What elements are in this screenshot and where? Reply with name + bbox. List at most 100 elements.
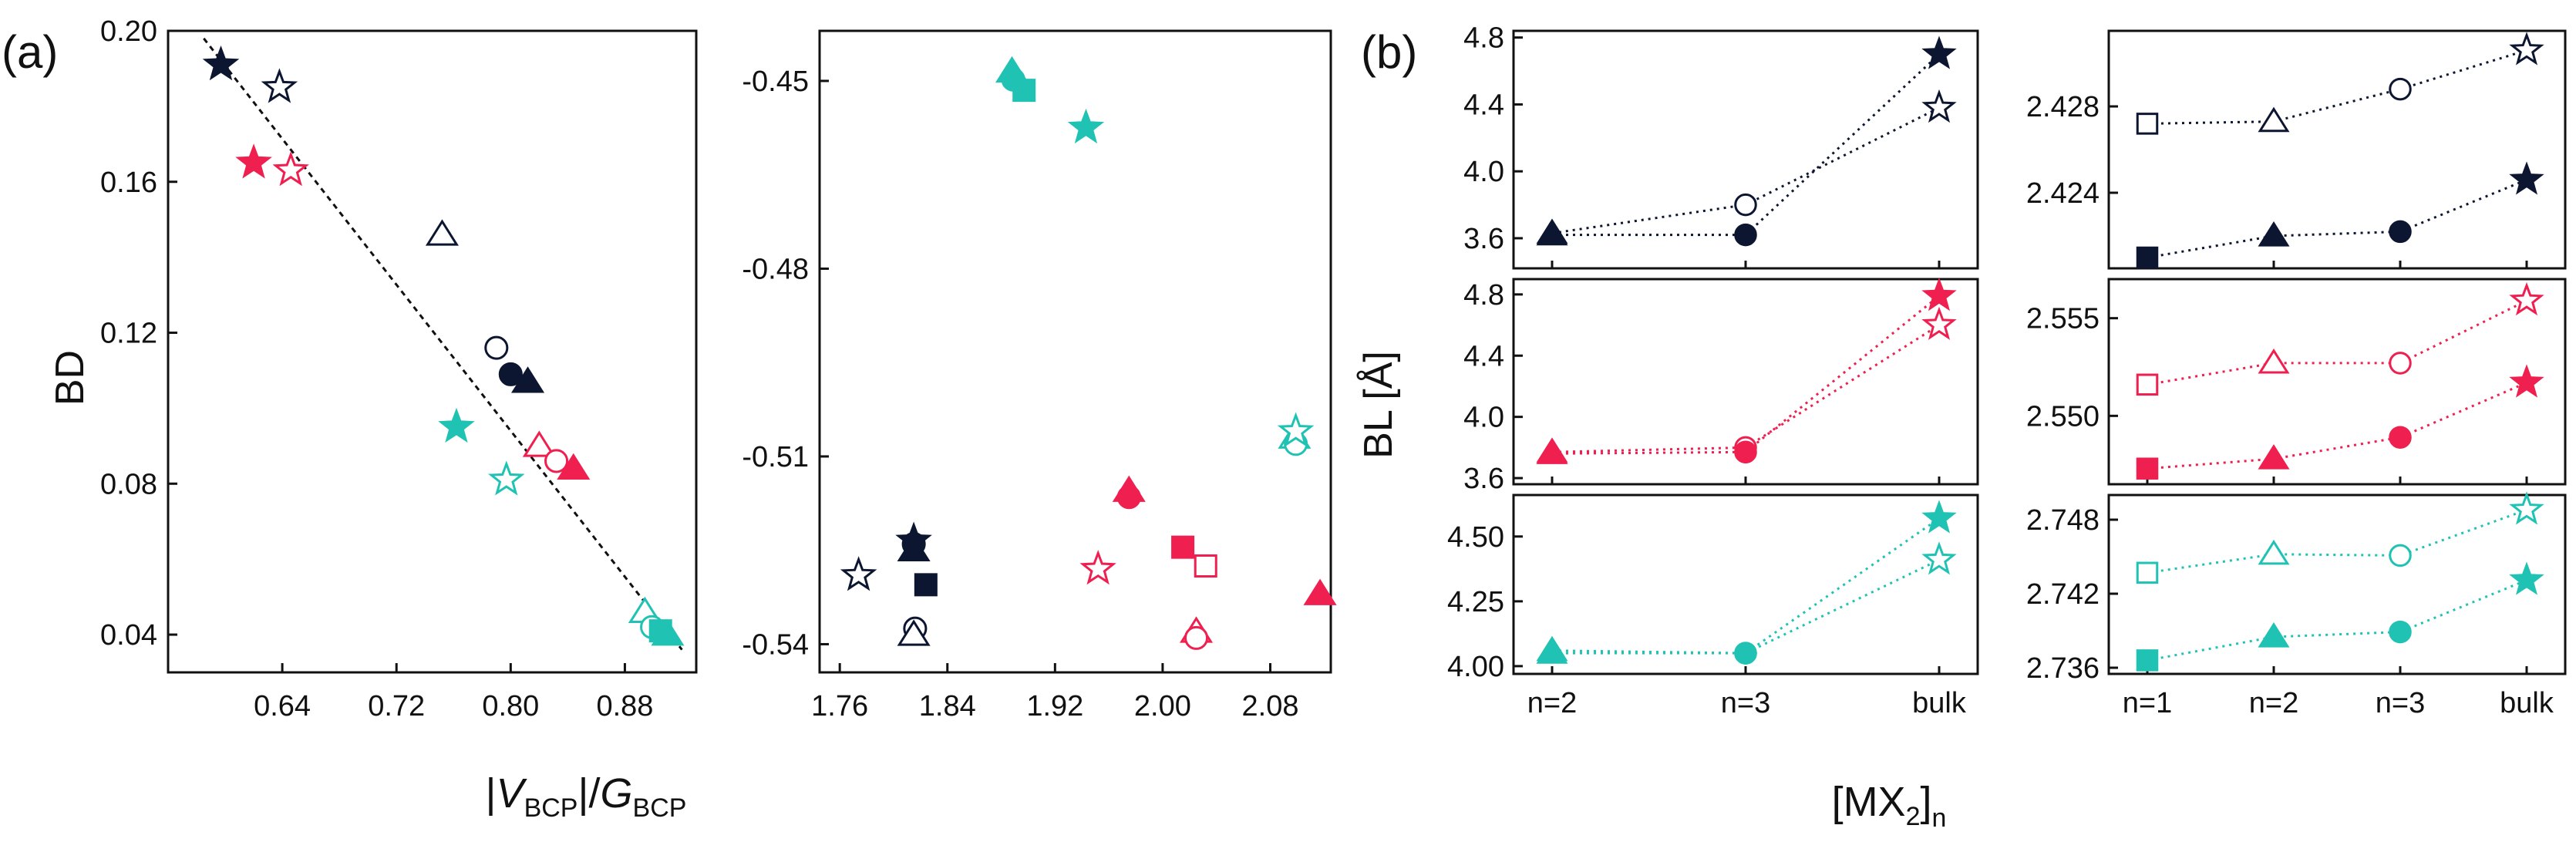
x-category-label: n=2: [1527, 687, 1577, 719]
y-tick-label: 4.25: [1447, 586, 1504, 618]
panel-a-right-plot: 1.76 1.84 1.92 2.00 2.08 -0.45 -0.48 -0.51 -0.54: [742, 29, 1337, 722]
panel-b-xlabel: [MX2]n: [1832, 779, 1947, 833]
data-point-black-star: [261, 68, 298, 103]
panel-a-label: (a): [2, 26, 58, 78]
data-point-red-star: [1079, 550, 1116, 585]
data-point-black-star: [840, 556, 877, 591]
xlabel-bar-open: |: [486, 770, 497, 817]
data-point-black-star: [895, 521, 932, 557]
y-tick-label: 3.6: [1463, 223, 1504, 255]
y-tick-label: -0.48: [742, 253, 809, 285]
data-point-black-circle: [2389, 77, 2412, 101]
series-line-open: [2147, 49, 2527, 125]
y-tick-label: 0.12: [100, 318, 157, 350]
data-point-black-triangle: [2258, 106, 2290, 133]
x-category-label: n=2: [2249, 687, 2298, 719]
data-point-teal-star: [488, 460, 525, 496]
series-line-open: [1551, 558, 1940, 655]
fit-line: [203, 37, 683, 651]
xlabel-g-sub: BCP: [633, 793, 687, 823]
y-tick-label: 2.748: [2026, 504, 2100, 537]
data-point-teal-star: [2509, 491, 2544, 525]
panel-a-ylabel: BD: [48, 350, 93, 406]
panel-b-left-plots: 4.8 4.4 4.0 3.6 4.8 4.4 4.0 3.6 4.50 4.25 4.00 n=2 n…: [1447, 22, 1979, 719]
x-tick-label: 0.72: [368, 690, 425, 722]
data-point-teal-triangle: [2258, 622, 2290, 648]
y-tick-label: 2.555: [2026, 303, 2100, 335]
data-point-black-triangle: [1536, 220, 1568, 246]
x-tick-label: 1.92: [1026, 690, 1083, 722]
data-point-red-star: [2509, 281, 2544, 316]
data-point-black-circle: [1734, 193, 1757, 217]
y-tick-label: 2.424: [2026, 177, 2100, 210]
subplot-frame: [2107, 278, 2567, 486]
data-point-red-triangle: [522, 430, 556, 457]
y-tick-label: 0.08: [100, 468, 157, 500]
data-point-red-triangle: [2258, 348, 2290, 374]
data-point-red-star: [1921, 277, 1957, 312]
data-point-black-triangle: [425, 219, 459, 246]
x-tick-label: 2.08: [1242, 690, 1299, 722]
y-tick-label: 4.50: [1447, 521, 1504, 554]
x-tick-label: 0.80: [482, 690, 539, 722]
data-point-black-square: [914, 573, 938, 597]
xlabel-2-sub: 2: [1906, 802, 1921, 831]
data-point-teal-star: [2509, 561, 2544, 595]
x-tick-label: 1.84: [919, 690, 976, 722]
xlabel-bracket: ]: [1921, 779, 1932, 825]
series-line-open: [1551, 324, 1940, 453]
panel-a-left-plot: 0.64 0.72 0.80 0.88 0.20 0.16 0.12 0.08 0.04: [100, 15, 698, 722]
panel-a-xlabel: |VBCP|/GBCP: [486, 770, 687, 823]
data-point-red-triangle: [1536, 439, 1568, 464]
data-point-teal-circle: [1734, 642, 1757, 665]
x-category-label: n=3: [1721, 687, 1770, 719]
data-point-teal-star: [1921, 500, 1957, 534]
data-point-teal-square: [2136, 561, 2159, 584]
series-line-open: [2147, 299, 2527, 386]
x-tick-label: 0.88: [596, 690, 653, 722]
subplot-frame: [2107, 29, 2567, 270]
y-tick-label: 3.6: [1463, 463, 1504, 495]
data-point-red-circle: [1184, 625, 1209, 650]
data-point-black-triangle: [897, 619, 931, 646]
data-point-black-circle: [484, 335, 509, 360]
panel-a-left-frame: [167, 29, 698, 674]
xlabel-g: G: [601, 770, 633, 817]
y-tick-label: 4.0: [1463, 402, 1504, 434]
y-tick-label: 4.0: [1463, 156, 1504, 188]
y-tick-label: -0.45: [742, 66, 809, 98]
data-point-red-triangle: [557, 453, 591, 480]
data-point-teal-star: [1067, 108, 1105, 144]
data-point-teal-circle: [2389, 544, 2412, 568]
series-line-filled: [1552, 53, 1941, 237]
data-point-teal-star: [438, 407, 475, 443]
y-tick-label: 4.4: [1463, 340, 1504, 372]
y-tick-label: 0.20: [100, 15, 157, 48]
data-point-red-triangle: [1303, 578, 1337, 605]
data-point-red-triangle: [2258, 444, 2290, 470]
x-category-label: bulk: [1912, 687, 1967, 719]
panel-b-label: (b): [1361, 26, 1417, 78]
data-point-black-square: [2136, 113, 2159, 135]
data-point-red-circle: [1734, 440, 1757, 464]
data-point-red-circle: [2389, 426, 2412, 449]
data-point-red-square: [2136, 373, 2159, 396]
x-tick-label: 1.76: [811, 690, 868, 722]
x-category-label: n=1: [2123, 687, 2172, 719]
x-category-label: n=3: [2376, 687, 2425, 719]
data-point-teal-star: [1277, 412, 1315, 447]
data-point-black-triangle: [2258, 221, 2290, 247]
data-point-teal-triangle: [2258, 539, 2290, 565]
y-tick-label: 0.04: [100, 619, 157, 652]
data-point-teal-triangle: [651, 619, 685, 646]
y-tick-label: 4.00: [1447, 651, 1504, 683]
series-line-filled: [2147, 579, 2527, 662]
data-point-red-star: [1921, 306, 1957, 340]
series-line-filled: [1551, 295, 1940, 455]
data-point-teal-circle: [2389, 620, 2412, 644]
data-point-teal-triangle: [1536, 638, 1568, 664]
panel-b-right-plots: 2.428 2.424 2.555 2.550 2.748 2.742 2.736 n=1 n=…: [2026, 29, 2567, 719]
y-tick-label: 2.428: [2026, 91, 2100, 123]
data-point-red-square: [1194, 554, 1217, 578]
